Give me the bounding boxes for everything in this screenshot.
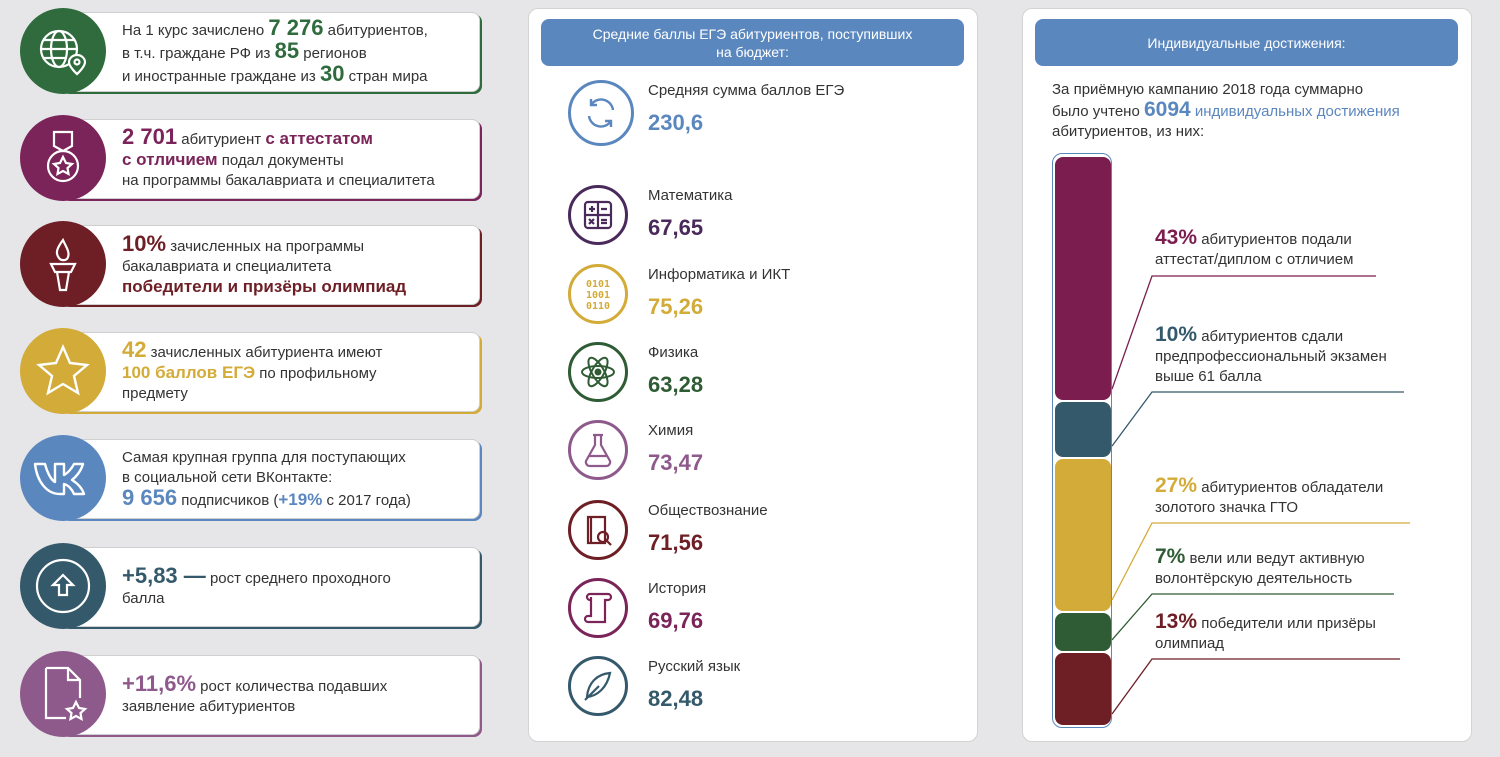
achievement-percent: 13% <box>1155 610 1198 633</box>
score-value: 63,28 <box>648 372 704 397</box>
score-subject: Русский язык <box>648 658 741 675</box>
achievement-percent: 7% <box>1155 545 1186 568</box>
score-row: История 69,76 <box>568 578 948 648</box>
score-value: 230,6 <box>648 110 704 135</box>
achievement-bar-segment <box>1055 157 1111 401</box>
score-subject: Средняя сумма баллов ЕГЭ <box>648 82 845 99</box>
stat-card-vk: Самая крупная группа для поступающих в с… <box>20 435 480 523</box>
svg-text:0101: 0101 <box>586 279 610 290</box>
achievement-item: 27% абитуриентов обладатели золотого знач… <box>1155 474 1384 516</box>
vk-logo-icon <box>20 435 106 521</box>
score-row: 0101 1001 0110 Информатика и ИКТ 75,26 <box>568 264 948 334</box>
score-value: 73,47 <box>648 450 704 475</box>
achievement-percent: 27% <box>1155 474 1198 497</box>
binary-code-icon: 0101 1001 0110 <box>568 264 628 324</box>
svg-text:1001: 1001 <box>586 290 610 301</box>
svg-text:0110: 0110 <box>586 301 610 312</box>
scroll-icon <box>568 578 628 638</box>
score-value: 69,76 <box>648 608 704 633</box>
score-subject: Информатика и ИКТ <box>648 266 791 283</box>
medal-star-icon <box>20 115 106 201</box>
score-value: 67,65 <box>648 215 704 240</box>
score-row: Обществознание 71,56 <box>568 500 948 570</box>
score-row: Русский язык 82,48 <box>568 656 948 726</box>
achievement-item: 10% абитуриентов сдали предпрофессиональн… <box>1155 323 1387 385</box>
document-star-icon <box>20 651 106 737</box>
achievement-bar-segment <box>1055 613 1111 651</box>
achievement-percent: 43% <box>1155 226 1198 249</box>
arrow-up-circle-icon <box>20 543 106 629</box>
score-row: Средняя сумма баллов ЕГЭ 230,6 <box>568 80 948 150</box>
torch-icon <box>20 221 106 307</box>
achievement-connector <box>1111 658 1400 715</box>
score-subject: Химия <box>648 422 694 439</box>
flask-icon <box>568 420 628 480</box>
score-row: Математика 67,65 <box>568 185 948 255</box>
achievement-item: 13% победители или призёры олимпиад <box>1155 610 1376 652</box>
achievement-connector <box>1111 522 1410 601</box>
achievements-panel-title: Индивидуальные достижения: <box>1035 19 1458 66</box>
calculator-icon <box>568 185 628 245</box>
scores-panel-title: Средние баллы ЕГЭ абитуриентов, поступив… <box>541 19 964 66</box>
achievement-bar-segment <box>1055 652 1111 725</box>
stat-card-enrolled: На 1 курс зачислено 7 276 абитуриентов, … <box>20 8 480 96</box>
score-value: 71,56 <box>648 530 704 555</box>
stat-card-honors: 2 701 абитуриент с аттестатом с отличием… <box>20 115 480 203</box>
score-value: 82,48 <box>648 686 704 711</box>
score-subject: Физика <box>648 344 699 361</box>
stat-card-applications: +11,6% рост количества подавших заявлени… <box>20 651 480 739</box>
book-search-icon <box>568 500 628 560</box>
score-row: Химия 73,47 <box>568 420 948 490</box>
score-subject: История <box>648 580 707 597</box>
score-value: 75,26 <box>648 294 704 319</box>
achievement-item: 7% вели или ведут активную волонтёрскую д… <box>1155 545 1365 587</box>
score-subject: Математика <box>648 187 733 204</box>
score-row: Физика 63,28 <box>568 342 948 412</box>
globe-pin-icon <box>20 8 106 94</box>
achievements-bar-frame <box>1052 153 1112 728</box>
achievement-bar-segment <box>1055 459 1111 611</box>
achievement-connector <box>1111 275 1376 390</box>
stat-card-olympiad: 10% зачисленных на программы бакалавриат… <box>20 221 480 309</box>
achievement-item: 43% абитуриентов подали аттестат/диплом с… <box>1155 226 1354 268</box>
stat-card-passing-score: +5,83 — рост среднего проходного балла <box>20 543 480 631</box>
achievement-bar-segment <box>1055 402 1111 458</box>
star-icon <box>20 328 106 414</box>
atom-icon <box>568 342 628 402</box>
achievement-connector <box>1111 391 1404 447</box>
score-subject: Обществознание <box>648 502 768 519</box>
achievements-intro: За приёмную кампанию 2018 года суммарно … <box>1052 81 1400 140</box>
achievement-percent: 10% <box>1155 323 1198 346</box>
cycle-arrows-icon <box>568 80 634 146</box>
feather-icon <box>568 656 628 716</box>
stat-card-hundred-points: 42 зачисленных абитуриента имеют 100 бал… <box>20 328 480 416</box>
achievement-connector <box>1111 593 1394 641</box>
